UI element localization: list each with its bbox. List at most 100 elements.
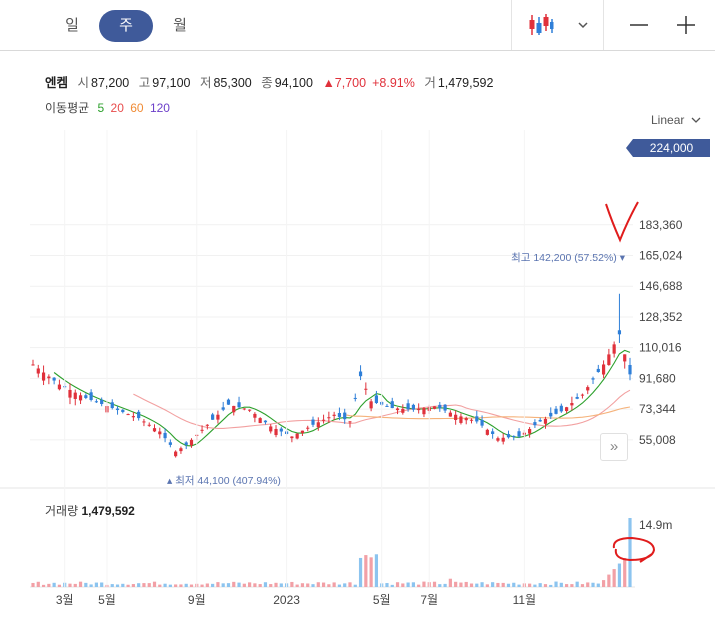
candle-body [570,403,574,406]
volume-bar [311,584,315,587]
tab-monthly[interactable]: 월 [173,17,187,34]
candle-body [110,402,114,409]
moving-average-legend: 이동평균 5 20 60 120 [45,99,175,116]
volume-bar [565,584,569,587]
price-info-bar: 엔켐 시 87,200 고 97,100 저 85,300 종 94,100 ▲7,70… [45,72,499,91]
y-tick-label: 73,344 [639,402,676,416]
top-toolbar: 일 주 월 [0,0,715,51]
candle-body [533,422,537,426]
volume-bar [73,583,77,587]
low-annotation: ▴ 최저 44,100 (407.94%) [167,475,281,487]
scroll-latest-button[interactable]: » [600,433,628,461]
candle-body [390,401,394,409]
candle-body [47,376,51,379]
volume-bar [300,583,305,587]
tab-weekly[interactable]: 주 [99,10,153,42]
chevron-down-icon[interactable] [574,10,592,40]
candle-body [512,435,516,437]
tab-daily[interactable]: 일 [65,17,79,34]
candle-body [258,418,262,424]
candle-body [63,386,67,388]
volume-panel-label: 거래량 1,479,592 [45,502,135,519]
candle-body [232,405,236,413]
x-tick-label: 5월 [98,593,116,607]
volume-bar [533,584,537,587]
volume-bar [549,584,553,587]
volume-bar [475,583,479,587]
volume-bar [464,581,468,587]
y-tick-label: 110,016 [639,341,682,355]
volume-bar [100,582,104,587]
candle-body [89,392,93,400]
candle-body [628,364,632,375]
volume-bar [248,582,252,587]
candle-body [78,395,83,401]
candle-body [343,412,347,420]
candle-body [94,401,98,403]
y-tick-label: 183,360 [639,218,683,232]
scale-selector[interactable]: Linear [651,113,701,127]
volume-bar [543,584,548,587]
volume-panel-value: 1,479,592 [81,504,135,518]
volume-bar [57,584,62,587]
candle-body [300,430,305,434]
candle-body [617,330,622,335]
candle-body [401,408,405,413]
volume-bar [628,518,632,587]
volume-bar [485,584,489,587]
volume-bar [528,583,532,587]
volume-bar [279,583,283,587]
volume-bar [538,583,542,587]
volume-bar [168,584,172,587]
volume-bar [152,581,157,587]
volume-bar [269,584,273,587]
change-value: ▲7,700 [322,76,367,90]
candle-body [565,407,569,412]
candle-body [131,416,135,418]
volume-bar [559,582,563,587]
ma-120: 120 [149,101,170,115]
candle-body [501,437,505,442]
volume-bar [448,578,452,587]
volume-bar [242,583,246,587]
volume-bar [274,582,278,587]
candle-body [485,429,489,435]
candle-body [538,419,542,422]
ma-20: 20 [110,101,124,115]
candlestick-icon[interactable] [525,10,557,40]
volume-bar [68,583,72,587]
volume-bar [395,582,400,587]
volume-bar [232,581,236,587]
volume-bar [189,584,194,587]
candle-body [205,424,209,426]
volume-bar [459,582,463,587]
volume-bar [596,583,600,587]
candle-body [316,422,320,428]
candle-body [184,442,188,445]
volume-bar [554,581,558,587]
volume-bar [343,583,347,587]
volume-bar [258,584,262,587]
volume-bar [406,582,410,587]
volume-bar [52,582,56,587]
candle-body [327,417,331,419]
candle-body [237,402,241,408]
volume-bar [469,583,474,587]
candle-body [36,368,40,374]
volume-bar [607,574,611,587]
volume-bar [575,581,579,587]
volume-bar [316,582,320,587]
candle-body [374,395,379,404]
volume-bar [284,583,289,587]
candle-body [411,404,415,410]
volume-bar [358,557,363,587]
candle-body [559,405,563,412]
candle-body [575,396,579,399]
volume-bar [78,581,83,587]
volume-bar [290,581,294,587]
plus-icon[interactable] [673,10,699,40]
volume-bar [84,582,88,587]
low-label: 저 [199,76,212,90]
volume-bar [142,583,146,587]
minus-icon[interactable] [626,10,652,40]
